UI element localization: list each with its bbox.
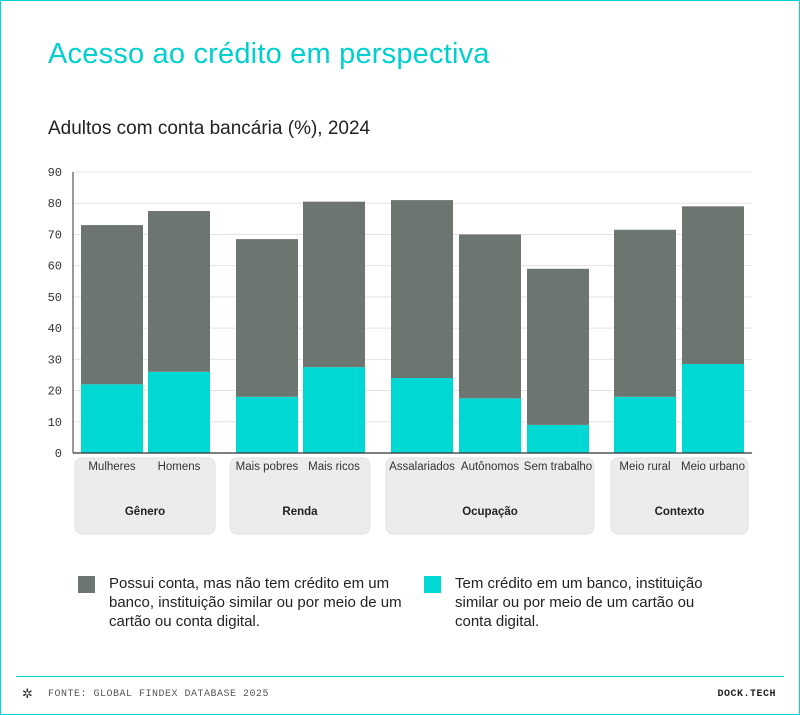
y-tick-label: 50 bbox=[48, 291, 62, 305]
x-tick-label: Mais ricos bbox=[308, 461, 360, 473]
x-tick-label: Assalariados bbox=[389, 461, 455, 473]
bar-segment-credit bbox=[527, 424, 589, 453]
bar-segment-no-credit bbox=[148, 211, 210, 372]
group-box bbox=[229, 457, 371, 535]
y-tick-label: 80 bbox=[48, 197, 62, 211]
bar-segment-no-credit bbox=[81, 225, 143, 385]
y-tick-label: 40 bbox=[48, 322, 62, 336]
y-tick-label: 30 bbox=[48, 353, 62, 367]
footer-brand: DOCK.TECH bbox=[717, 689, 776, 700]
bar-segment-credit bbox=[303, 367, 365, 453]
footer-divider bbox=[16, 676, 784, 677]
bar-segment-credit bbox=[148, 371, 210, 453]
legend-item-credit: Tem crédito em um banco, instituição sim… bbox=[424, 574, 714, 631]
group-label: Renda bbox=[282, 506, 318, 518]
x-tick-label: Sem trabalho bbox=[524, 461, 592, 473]
y-tick-label: 20 bbox=[48, 385, 62, 399]
x-tick-label: Mais pobres bbox=[236, 461, 299, 473]
stacked-bar-chart: 0 10 20 30 40 50 60 70 80 90 Mulheres Homens Mais po… bbox=[48, 166, 752, 535]
x-tick-label: Meio rural bbox=[619, 461, 670, 473]
y-tick-label: 0 bbox=[55, 447, 62, 461]
group-label: Gênero bbox=[125, 506, 165, 518]
bar-segment-credit bbox=[236, 396, 298, 453]
group-box bbox=[385, 457, 595, 535]
group-box bbox=[74, 457, 216, 535]
chart-subtitle: Adultos com conta bancária (%), 2024 bbox=[48, 118, 371, 139]
legend-label-no-credit: Possui conta, mas não tem crédito em um … bbox=[109, 575, 402, 630]
y-tick-label: 70 bbox=[48, 228, 62, 242]
bar-segment-credit bbox=[682, 364, 744, 453]
asterisk-icon: ✲ bbox=[22, 686, 33, 701]
legend-swatch-cyan bbox=[424, 576, 441, 593]
group-label: Contexto bbox=[655, 506, 705, 518]
bar-segment-no-credit bbox=[682, 206, 744, 365]
bar-segment-credit bbox=[614, 396, 676, 453]
x-tick-label: Homens bbox=[158, 461, 201, 473]
legend-item-no-credit: Possui conta, mas não tem crédito em um … bbox=[78, 574, 408, 631]
bar-segment-no-credit bbox=[459, 234, 521, 399]
bar-segment-no-credit bbox=[391, 200, 453, 379]
legend-label-credit: Tem crédito em um banco, instituição sim… bbox=[455, 575, 703, 630]
bar-segment-credit bbox=[81, 384, 143, 453]
x-tick-label: Meio urbano bbox=[681, 461, 745, 473]
group-label: Ocupação bbox=[462, 506, 518, 518]
y-tick-label: 10 bbox=[48, 416, 62, 430]
page-title: Acesso ao crédito em perspectiva bbox=[48, 38, 490, 70]
bar-segment-no-credit bbox=[303, 201, 365, 368]
x-tick-label: Mulheres bbox=[88, 461, 136, 473]
legend-swatch-gray bbox=[78, 576, 95, 593]
y-tick-label: 60 bbox=[48, 260, 62, 274]
x-tick-label: Autônomos bbox=[461, 461, 519, 473]
group-box bbox=[610, 457, 749, 535]
bar-segment-credit bbox=[459, 398, 521, 453]
bar-segment-no-credit bbox=[236, 239, 298, 397]
y-tick-label: 90 bbox=[48, 166, 62, 180]
footer-source: FONTE: GLOBAL FINDEX DATABASE 2025 bbox=[48, 689, 270, 700]
bar-segment-credit bbox=[391, 378, 453, 453]
bar-segment-no-credit bbox=[527, 268, 589, 425]
bar-segment-no-credit bbox=[614, 229, 676, 397]
